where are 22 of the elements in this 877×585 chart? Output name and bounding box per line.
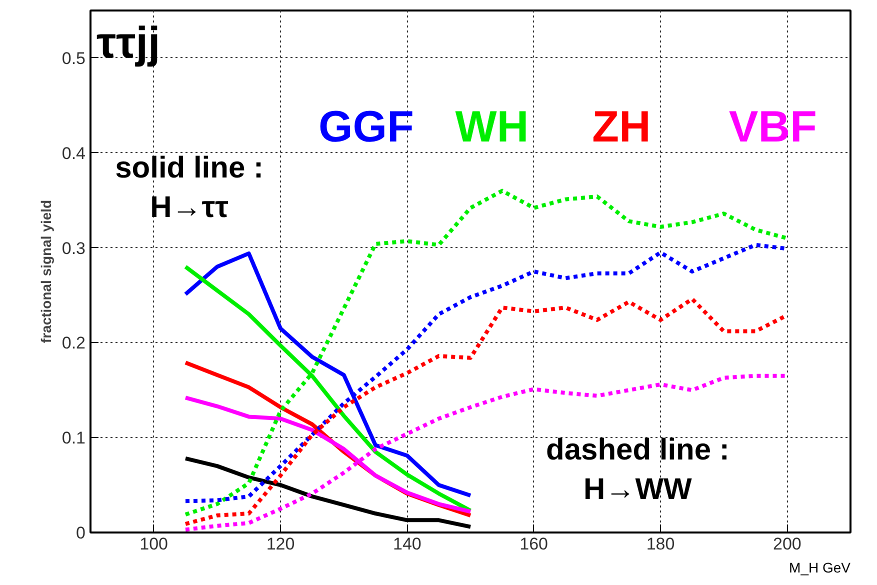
- y-tick-label: 0.4: [62, 144, 86, 163]
- x-tick-label: 200: [772, 534, 802, 554]
- chart-title: ττjj: [96, 18, 160, 68]
- annotation: solid line : H→ττ: [115, 151, 264, 224]
- x-tick-label: 140: [392, 534, 422, 554]
- annotation: dashed line : H→WW: [546, 433, 730, 506]
- y-tick-label: 0.1: [62, 428, 86, 448]
- y-tick-label: 0: [76, 524, 86, 542]
- x-tick-label: 120: [266, 534, 295, 554]
- text: VBF: [728, 102, 817, 152]
- x-tick-label: 160: [520, 534, 548, 554]
- y-tick-label: 0.5: [62, 48, 86, 68]
- line-series: [184, 456, 472, 529]
- text: ZH: [592, 102, 651, 152]
- text: GGF: [318, 102, 414, 152]
- x-tick-label: 100: [140, 534, 168, 554]
- y-tick-label: 0.2: [62, 334, 86, 353]
- text: WH: [455, 102, 529, 152]
- y-tick-label: 0.3: [62, 238, 86, 258]
- x-axis-title: M_H GeV: [789, 560, 852, 576]
- y-axis-title: fractional signal yield: [38, 200, 54, 344]
- x-tick-label: 180: [646, 534, 675, 554]
